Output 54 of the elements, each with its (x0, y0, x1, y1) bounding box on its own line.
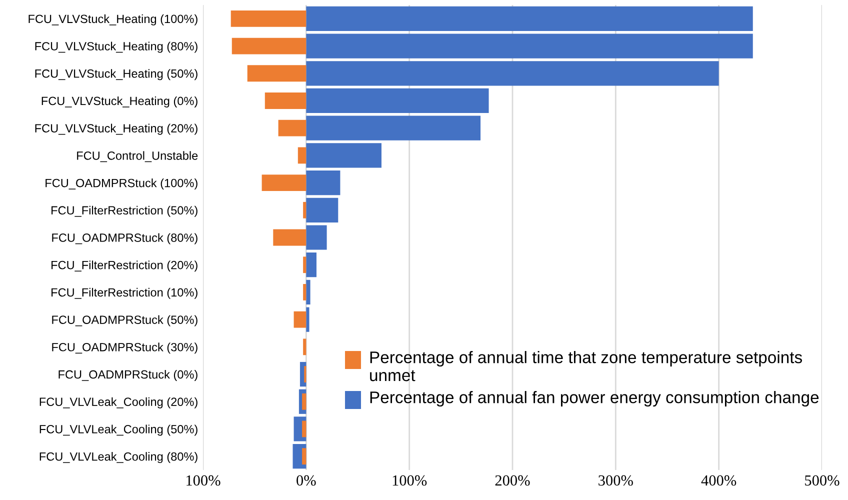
bar (306, 280, 310, 305)
legend-label: Percentage of annual time that zone temperature setpoints unmet (370, 351, 802, 382)
y-tick-label: FCU_VLVLeak_Cooling (50%) (40, 424, 198, 436)
y-tick-label: FCU_Control_Unstable (77, 151, 198, 162)
bar (303, 338, 306, 356)
x-tick-label: 0% (296, 475, 316, 486)
bar (306, 61, 719, 86)
legend-label: Percentage of annual fan power energy consumption change (370, 391, 819, 407)
bar (302, 393, 306, 410)
bar (262, 174, 306, 191)
bar (232, 38, 306, 54)
bar (302, 420, 306, 438)
y-tick-label: FCU_VLVStuck_Heating (50%) (35, 69, 198, 80)
x-tick-label: 300% (598, 475, 633, 486)
bar (306, 116, 481, 140)
y-tick-label: FCU_VLVStuck_Heating (20%) (35, 124, 198, 135)
x-tick-label: 500% (805, 475, 840, 486)
bar (230, 10, 306, 27)
bar (278, 120, 306, 136)
y-tick-label: FCU_FilterRestriction (20%) (52, 260, 198, 272)
y-tick-label: FCU_VLVLeak_Cooling (80%) (40, 452, 198, 464)
bar (306, 198, 338, 222)
y-tick-label: FCU_FilterRestriction (10%) (52, 288, 198, 299)
bar (298, 147, 306, 164)
bar (303, 256, 306, 274)
bar (303, 284, 306, 300)
y-tick-label: FCU_OADMPRStuck (30%) (52, 342, 198, 354)
y-tick-label: FCU_OADMPRStuck (80%) (52, 233, 198, 244)
y-tick-label: FCU_VLVStuck_Heating (100%) (28, 14, 198, 26)
y-tick-label: FCU_FilterRestriction (50%) (52, 206, 198, 217)
x-tick-label: 400% (701, 475, 736, 486)
y-tick-label: FCU_OADMPRStuck (0%) (58, 370, 198, 381)
bar (306, 252, 316, 278)
bar (264, 92, 306, 109)
bar (247, 65, 306, 82)
y-tick-label: FCU_OADMPRStuck (50%) (52, 315, 198, 326)
bar (306, 143, 382, 168)
bar (306, 34, 753, 58)
bar (306, 225, 327, 250)
x-tick-label: 100% (392, 475, 427, 486)
bar (303, 202, 306, 218)
y-tick-label: FCU_VLVLeak_Cooling (20%) (40, 397, 198, 408)
y-tick-label: FCU_OADMPRStuck (100%) (46, 178, 198, 190)
bar (306, 88, 489, 114)
bar (294, 311, 306, 328)
bar (306, 170, 340, 196)
bar (302, 448, 306, 465)
y-tick-label: FCU_VLVStuck_Heating (80%) (35, 42, 198, 53)
y-tick-label: FCU_VLVStuck_Heating (0%) (42, 96, 198, 108)
x-tick-label: 100% (186, 475, 220, 486)
x-tick-label: 200% (495, 475, 530, 486)
bar (273, 229, 306, 246)
bar (306, 307, 310, 332)
bar (306, 6, 753, 31)
